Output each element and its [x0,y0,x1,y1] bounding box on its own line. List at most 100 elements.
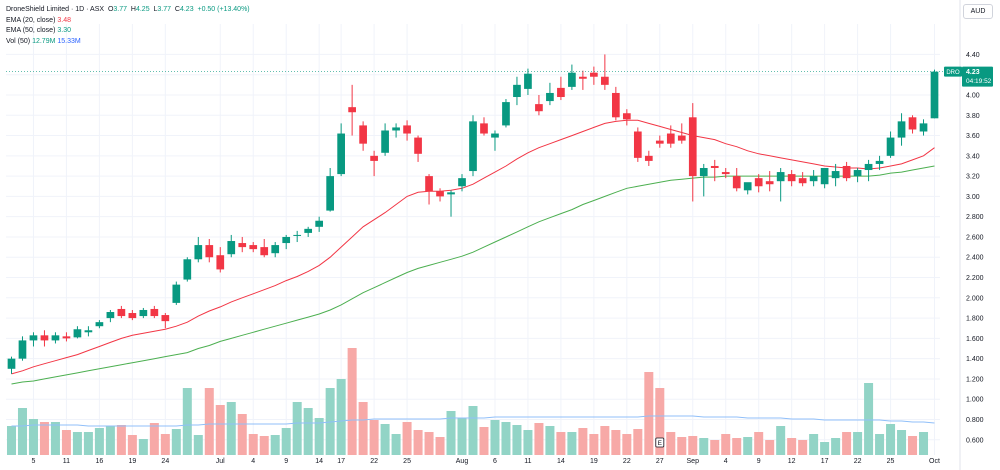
x-tick-label: 22 [370,458,378,465]
earnings-marker [655,437,665,448]
ema20-value: 3.48 [57,16,71,24]
volume-bar [655,388,665,455]
volume-bar [325,388,335,455]
candle-body [238,243,247,248]
volume-bar [589,434,599,455]
volume-bar [127,435,137,455]
y-tick-label: 2.600 [966,234,984,241]
candle-body [809,176,818,182]
volume-bar [468,406,478,455]
candle-body [337,133,345,175]
candle-body [249,245,258,250]
volume-bar [721,434,731,455]
volume-bar [138,439,148,455]
earnings-marker-label: E [658,440,663,447]
x-tick-label: 4 [251,458,255,465]
y-tick-label: 3.40 [966,153,980,160]
volume-bar [380,424,390,455]
y-tick-label: 0.600 [966,437,984,444]
x-tick-label: 6 [493,458,497,465]
volume-bar [710,440,720,455]
candle-body [765,181,774,185]
candle-body [919,123,928,132]
x-tick-label: 19 [590,458,598,465]
currency-button[interactable]: AUD [963,4,993,19]
x-tick-label: 11 [524,458,531,465]
candle-body [502,102,510,126]
x-tick-label: 9 [284,458,288,465]
volume-bar [886,424,896,455]
y-tick-label: 1.800 [966,316,984,323]
volume-bar [699,438,709,455]
volume-bar [116,425,126,455]
candle-body [535,104,543,112]
volume-bar [556,432,566,455]
candle-body [84,330,93,333]
volume-row[interactable]: Vol (50) 12.79M 15.33M [6,37,81,45]
candle-body [172,284,181,303]
x-tick-label: 14 [315,458,323,465]
candle-body [139,309,148,317]
x-tick-label: Jul [216,458,225,465]
volume-bar [358,402,368,455]
x-tick-label: Sep [687,458,700,465]
y-tick-label: 0.800 [966,417,984,424]
candle-body [7,358,16,369]
x-tick-label: 19 [128,458,136,465]
open-value: 3.77 [113,6,128,13]
x-tick-label: 16 [96,458,104,465]
candle-body [161,315,170,322]
y-tick-label: 3.80 [966,113,980,120]
x-tick-label: 17 [821,458,829,465]
volume-bar [413,430,423,455]
volume-bar [622,434,632,455]
candle-body [480,123,488,134]
volume-bar [853,432,863,455]
x-tick-label: 27 [656,458,664,465]
candle-body [644,155,653,161]
candlesticks [7,54,939,374]
volume-bar [314,418,324,455]
volume-bar [83,432,93,455]
symbol-tag-bg [944,66,962,77]
volume-bar [809,434,819,455]
volume-bar [160,434,170,455]
candle-body [633,131,642,158]
candle-body [40,335,49,341]
candle-body [194,245,203,260]
candle-body [710,165,719,169]
y-tick-label: 1.600 [966,336,984,343]
candle-body [18,340,27,359]
candle-body [568,72,576,87]
ohlc-row: DroneShield Limited · 1D · ASX O3.77 H4.… [6,6,250,13]
volume-value: 12.79M [32,37,56,45]
candle-body [359,125,367,144]
volume-bar [6,426,16,455]
volume-bar [534,423,544,455]
ema50-series [11,165,935,385]
y-tick-label: 1.400 [966,356,984,363]
candle-body [95,322,104,327]
candle-body [293,234,302,236]
candle-body [842,165,851,179]
ema50-row[interactable]: EMA (50, close) 3.30 [6,27,71,34]
candle-body [205,245,214,258]
x-tick-label: 14 [557,458,565,465]
candle-body [524,73,532,89]
x-tick-label: 9 [757,458,761,465]
y-tick-label: 3.20 [966,174,980,181]
volume-bar [435,437,445,455]
candle-body [304,228,313,233]
candle-body [106,312,115,319]
candle-body [370,155,378,161]
volume-bar [171,429,181,455]
candle-body [62,336,71,339]
candle-body [688,117,697,177]
symbol-tag-text: DRO [946,70,960,76]
volume-bar [732,438,742,455]
ema20-row[interactable]: EMA (20, close) 3.48 [6,16,71,24]
candle-body [348,107,356,113]
candle-body [491,133,499,138]
candle-body [787,174,796,182]
